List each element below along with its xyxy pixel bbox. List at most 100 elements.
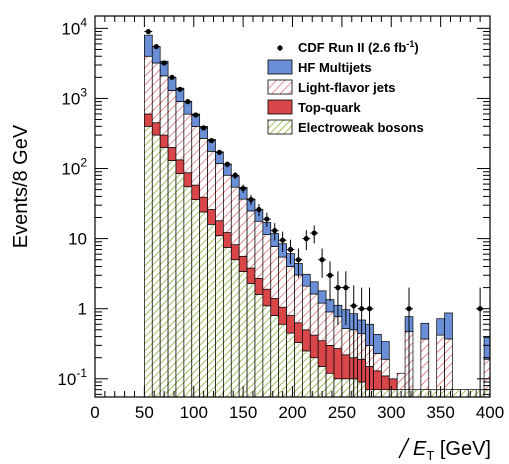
histogram-bar bbox=[325, 345, 335, 374]
histogram-bar bbox=[215, 235, 224, 398]
data-point bbox=[272, 228, 278, 234]
histogram-bar bbox=[183, 186, 193, 398]
legend-label-hf-multijets: HF Multijets bbox=[298, 60, 372, 75]
data-point bbox=[335, 285, 341, 291]
histogram-bar bbox=[230, 259, 240, 398]
y-tick-label: 10 bbox=[68, 230, 87, 249]
histogram-bar bbox=[483, 389, 491, 398]
histogram-bar bbox=[270, 298, 280, 316]
data-point bbox=[240, 185, 246, 192]
histogram-bar bbox=[373, 370, 382, 391]
histogram-bar bbox=[167, 147, 177, 161]
y-tick-label: 103 bbox=[61, 85, 87, 108]
histogram-bar bbox=[183, 113, 193, 174]
histogram-bar bbox=[215, 220, 224, 237]
histogram-bar bbox=[238, 198, 248, 257]
histogram-bar bbox=[246, 267, 256, 284]
histogram-bar bbox=[254, 294, 264, 398]
histogram-bar bbox=[144, 125, 153, 398]
x-tick-label: 350 bbox=[426, 403, 454, 422]
data-point bbox=[264, 216, 270, 222]
histogram-bar bbox=[381, 341, 390, 360]
data-point bbox=[280, 237, 286, 243]
y-tick-label: 102 bbox=[61, 156, 87, 179]
histogram-bar bbox=[278, 256, 287, 308]
data-point bbox=[311, 230, 317, 236]
histogram-bar bbox=[436, 334, 445, 391]
histogram-bar bbox=[199, 211, 208, 398]
x-tick-label: 0 bbox=[90, 403, 99, 422]
histogram-bar bbox=[167, 160, 177, 398]
histogram-bar bbox=[286, 266, 295, 316]
legend-label-light-flavor-jets: Light-flavor jets bbox=[298, 80, 396, 95]
histogram-bar bbox=[167, 90, 177, 148]
histogram-bar bbox=[333, 348, 343, 380]
histogram-bar bbox=[302, 285, 311, 331]
legend-label-top-quark: Top-quark bbox=[298, 100, 361, 115]
data-points bbox=[144, 28, 485, 397]
histogram-bar bbox=[144, 55, 153, 115]
series-top-quark bbox=[144, 113, 398, 391]
data-point bbox=[327, 272, 333, 278]
histogram-bar bbox=[278, 306, 287, 325]
data-point bbox=[303, 236, 309, 242]
x-tick-label: 400 bbox=[476, 403, 504, 422]
histogram-bar bbox=[238, 271, 248, 398]
histogram-bar bbox=[381, 375, 390, 391]
legend-swatch-light-flavor-jets bbox=[267, 79, 293, 95]
histogram-bar bbox=[373, 389, 382, 398]
histogram-bar bbox=[381, 389, 390, 398]
histogram-bar bbox=[262, 288, 272, 307]
histogram-bar bbox=[420, 322, 430, 340]
histogram-bar bbox=[151, 134, 161, 398]
histogram-bar bbox=[302, 273, 311, 287]
histogram-bar bbox=[309, 293, 319, 336]
histogram-bar bbox=[183, 172, 193, 188]
data-point bbox=[295, 257, 302, 263]
histogram-bar bbox=[286, 332, 295, 398]
histogram-bar bbox=[207, 209, 216, 225]
histogram-bar bbox=[341, 328, 351, 356]
y-tick-label: 1 bbox=[78, 300, 87, 319]
legend-label-data: CDF Run II (2.6 fb-1) bbox=[298, 39, 419, 55]
histogram-bar bbox=[246, 210, 256, 269]
data-point bbox=[366, 306, 373, 312]
histogram-bar bbox=[159, 134, 169, 148]
histogram-bar bbox=[199, 138, 208, 198]
histogram-bar bbox=[333, 378, 343, 398]
data-point bbox=[208, 138, 215, 144]
histogram-bar bbox=[207, 150, 216, 210]
data-point bbox=[224, 161, 230, 167]
histogram-bar bbox=[246, 283, 256, 398]
histogram-bar bbox=[309, 281, 319, 295]
histogram-bar bbox=[325, 311, 335, 346]
histogram-bar bbox=[452, 389, 461, 398]
histogram-bar bbox=[278, 323, 287, 398]
y-tick-label: 104 bbox=[61, 15, 87, 38]
data-point bbox=[256, 206, 262, 213]
histogram-bar bbox=[373, 334, 382, 354]
data-point bbox=[145, 28, 151, 35]
histogram-bar bbox=[309, 357, 319, 398]
histogram-bar bbox=[144, 113, 153, 127]
histogram-bar bbox=[294, 342, 303, 398]
histogram-bar bbox=[302, 350, 311, 398]
histogram-bar bbox=[159, 75, 169, 136]
histogram-bar bbox=[341, 378, 351, 398]
histogram-bar bbox=[396, 372, 406, 391]
histogram-bar bbox=[262, 305, 272, 398]
legend: CDF Run II (2.6 fb-1) HF Multijets Light-f… bbox=[267, 39, 424, 135]
data-point bbox=[216, 149, 223, 155]
data-point bbox=[193, 112, 199, 118]
histogram-bar bbox=[467, 389, 477, 398]
x-tick-label: 200 bbox=[278, 403, 306, 422]
data-point bbox=[169, 74, 175, 80]
data-point bbox=[161, 60, 167, 66]
histogram-bar bbox=[460, 389, 469, 398]
histogram-bar bbox=[270, 315, 280, 398]
histogram-bar bbox=[444, 389, 453, 398]
legend-marker-data bbox=[277, 45, 283, 51]
histogram-bar bbox=[270, 246, 280, 299]
histogram-bar bbox=[238, 255, 248, 272]
x-tick-label: 150 bbox=[229, 403, 257, 422]
